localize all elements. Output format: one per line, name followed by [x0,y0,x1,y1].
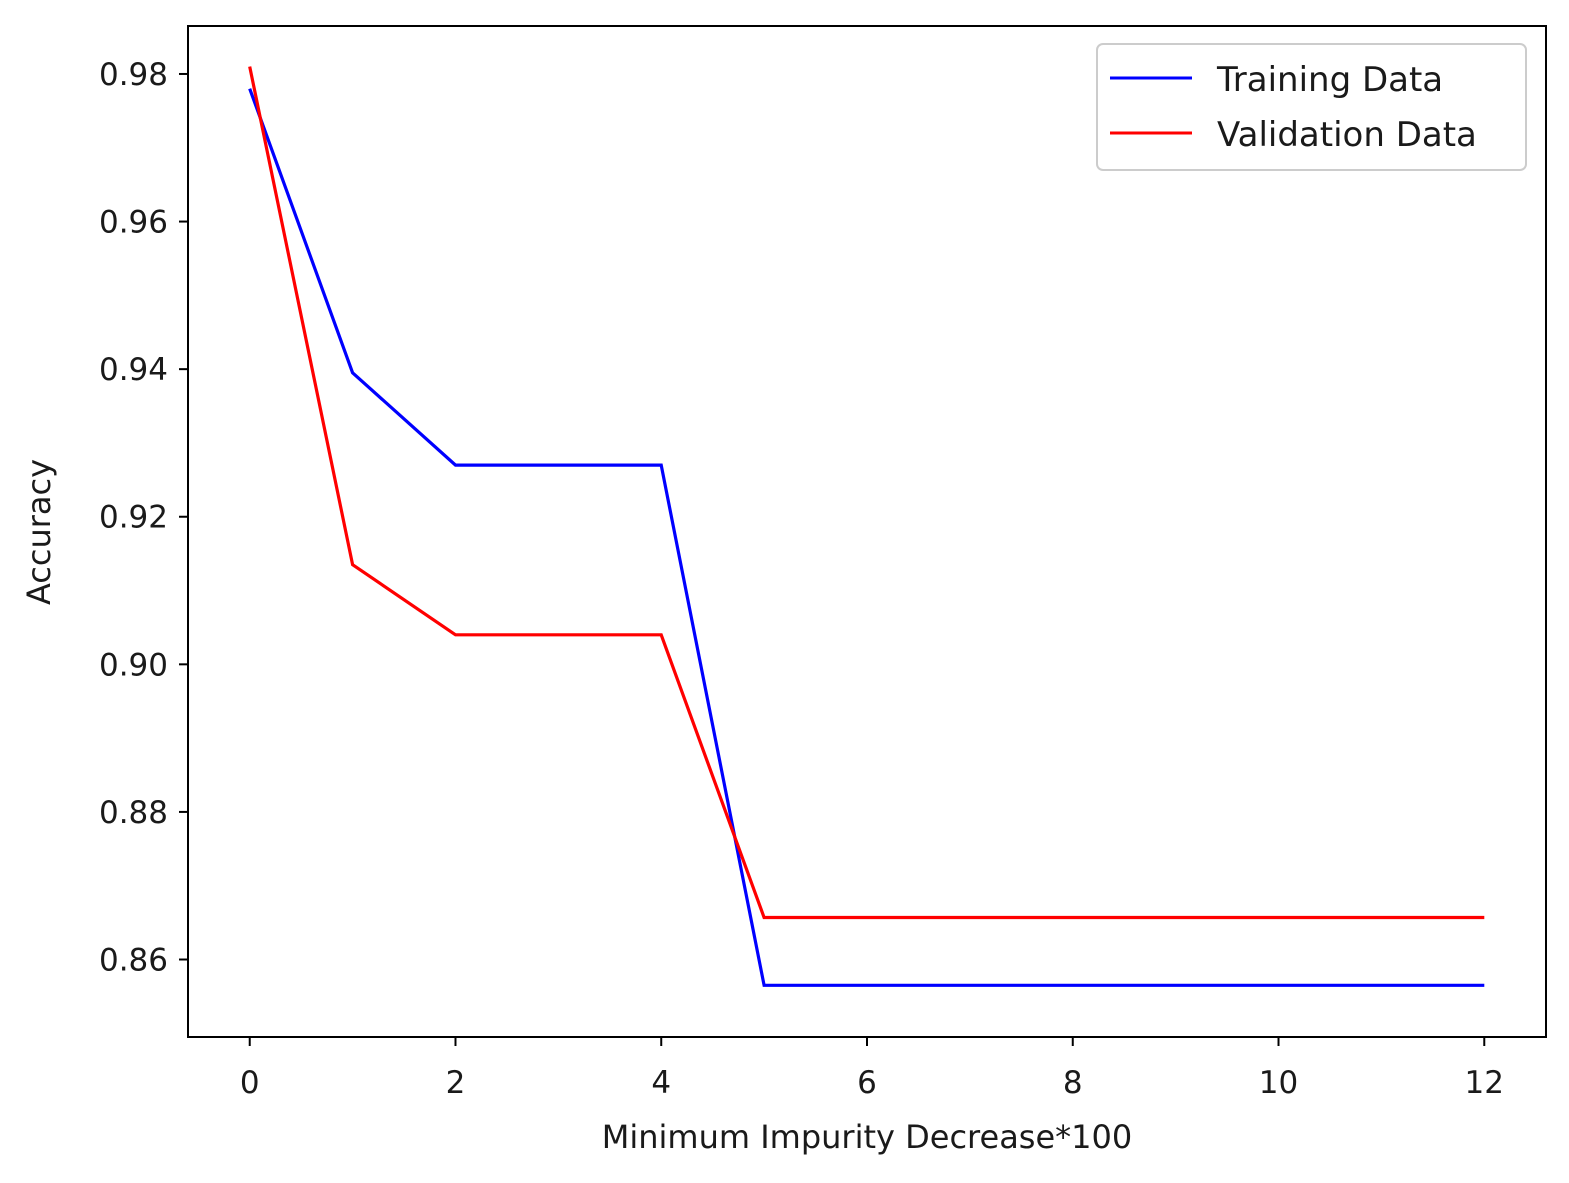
y-tick-label: 0.98 [99,57,168,93]
series-layer [248,66,1485,987]
series-line-training [248,88,1485,987]
x-tick-label: 10 [1259,1065,1298,1101]
legend-label-training: Training Data [1216,60,1443,100]
y-tick-label: 0.90 [99,647,168,683]
y-tick-label: 0.96 [99,205,168,241]
legend-box [1096,43,1527,171]
legend: Training Data Validation Data [1096,43,1527,171]
x-tick-label: 4 [651,1065,671,1101]
x-tick-label: 8 [1063,1065,1083,1101]
y-tick-label: 0.92 [99,500,168,536]
plot-frame [187,25,1547,1038]
x-axis-label: Minimum Impurity Decrease*100 [602,1118,1132,1156]
x-tick-label: 6 [857,1065,877,1101]
y-tick-label: 0.86 [99,943,168,979]
x-tick-label: 0 [240,1065,260,1101]
series-line-validation [248,66,1485,920]
x-tick-label: 2 [446,1065,466,1101]
y-axis-label: Accuracy [20,459,58,605]
y-axis: 0.86 0.88 0.90 0.92 0.94 0.96 0.98 [99,57,188,979]
x-axis: 0 2 4 6 8 10 12 [240,1037,1504,1101]
x-tick-label: 12 [1465,1065,1504,1101]
y-tick-label: 0.88 [99,795,168,831]
legend-label-validation: Validation Data [1217,115,1477,155]
plot-area [188,26,1546,1037]
y-tick-label: 0.94 [99,352,168,388]
